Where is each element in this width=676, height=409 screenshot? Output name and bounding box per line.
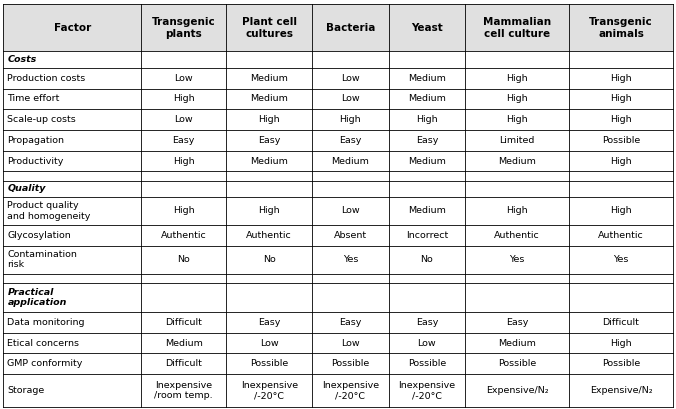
Text: Incorrect: Incorrect bbox=[406, 231, 448, 240]
Text: Possible: Possible bbox=[602, 360, 640, 369]
Text: High: High bbox=[258, 115, 280, 124]
Text: Propagation: Propagation bbox=[7, 136, 64, 145]
Text: Possible: Possible bbox=[250, 360, 289, 369]
Text: Transgenic
animals: Transgenic animals bbox=[589, 17, 653, 38]
Text: Medium: Medium bbox=[250, 157, 288, 166]
Text: Medium: Medium bbox=[408, 74, 445, 83]
Text: Easy: Easy bbox=[258, 318, 281, 327]
Text: Data monitoring: Data monitoring bbox=[7, 318, 85, 327]
Text: High: High bbox=[610, 207, 632, 216]
Text: Production costs: Production costs bbox=[7, 74, 86, 83]
Text: Medium: Medium bbox=[498, 157, 536, 166]
Text: Yes: Yes bbox=[343, 255, 358, 264]
Text: Easy: Easy bbox=[416, 318, 438, 327]
Text: Yeast: Yeast bbox=[411, 23, 443, 33]
Text: Mammalian
cell culture: Mammalian cell culture bbox=[483, 17, 551, 38]
Text: High: High bbox=[173, 157, 195, 166]
Text: Plant cell
cultures: Plant cell cultures bbox=[242, 17, 297, 38]
Text: Easy: Easy bbox=[416, 136, 438, 145]
Text: Authentic: Authentic bbox=[161, 231, 207, 240]
Text: High: High bbox=[506, 74, 528, 83]
Text: Contamination
risk: Contamination risk bbox=[7, 250, 77, 270]
Text: Authentic: Authentic bbox=[246, 231, 292, 240]
Text: Medium: Medium bbox=[498, 339, 536, 348]
Text: Authentic: Authentic bbox=[598, 231, 644, 240]
Text: Limited: Limited bbox=[500, 136, 535, 145]
Text: Low: Low bbox=[341, 74, 360, 83]
Text: High: High bbox=[506, 115, 528, 124]
Text: Low: Low bbox=[341, 207, 360, 216]
Text: Difficult: Difficult bbox=[165, 360, 202, 369]
Text: Easy: Easy bbox=[258, 136, 281, 145]
Text: Difficult: Difficult bbox=[602, 318, 639, 327]
Text: Time effort: Time effort bbox=[7, 94, 59, 103]
Text: Inexpensive
/-20°C: Inexpensive /-20°C bbox=[241, 381, 298, 400]
Text: Productivity: Productivity bbox=[7, 157, 64, 166]
Text: Inexpensive
/room temp.: Inexpensive /room temp. bbox=[154, 381, 213, 400]
Text: Low: Low bbox=[174, 115, 193, 124]
Text: Low: Low bbox=[174, 74, 193, 83]
Text: Low: Low bbox=[260, 339, 279, 348]
Text: High: High bbox=[416, 115, 437, 124]
Text: Possible: Possible bbox=[408, 360, 446, 369]
Text: Product quality
and homogeneity: Product quality and homogeneity bbox=[7, 201, 91, 221]
Text: Absent: Absent bbox=[334, 231, 367, 240]
Bar bbox=[3, 4, 673, 52]
Text: High: High bbox=[258, 207, 280, 216]
Text: Medium: Medium bbox=[165, 339, 203, 348]
Text: Inexpensive
/-20°C: Inexpensive /-20°C bbox=[398, 381, 456, 400]
Text: Costs: Costs bbox=[7, 55, 37, 64]
Text: Authentic: Authentic bbox=[494, 231, 540, 240]
Text: Medium: Medium bbox=[408, 157, 445, 166]
Text: Easy: Easy bbox=[172, 136, 195, 145]
Text: Medium: Medium bbox=[331, 157, 369, 166]
Text: No: No bbox=[177, 255, 190, 264]
Text: Easy: Easy bbox=[506, 318, 529, 327]
Text: Low: Low bbox=[341, 339, 360, 348]
Text: Medium: Medium bbox=[408, 94, 445, 103]
Text: No: No bbox=[420, 255, 433, 264]
Text: Quality: Quality bbox=[7, 184, 46, 193]
Text: Factor: Factor bbox=[53, 23, 91, 33]
Text: Bacteria: Bacteria bbox=[326, 23, 375, 33]
Text: High: High bbox=[610, 157, 632, 166]
Text: Etical concerns: Etical concerns bbox=[7, 339, 80, 348]
Text: Yes: Yes bbox=[613, 255, 629, 264]
Text: High: High bbox=[506, 94, 528, 103]
Text: High: High bbox=[339, 115, 361, 124]
Text: Expensive/N₂: Expensive/N₂ bbox=[589, 386, 652, 395]
Text: GMP conformity: GMP conformity bbox=[7, 360, 83, 369]
Text: Glycosylation: Glycosylation bbox=[7, 231, 71, 240]
Text: No: No bbox=[263, 255, 276, 264]
Text: Possible: Possible bbox=[602, 136, 640, 145]
Text: Medium: Medium bbox=[250, 74, 288, 83]
Text: High: High bbox=[610, 339, 632, 348]
Text: Practical
application: Practical application bbox=[7, 288, 67, 307]
Text: High: High bbox=[610, 74, 632, 83]
Text: Medium: Medium bbox=[250, 94, 288, 103]
Text: Easy: Easy bbox=[339, 318, 362, 327]
Text: Low: Low bbox=[341, 94, 360, 103]
Text: Expensive/N₂: Expensive/N₂ bbox=[486, 386, 548, 395]
Text: High: High bbox=[506, 207, 528, 216]
Text: Difficult: Difficult bbox=[165, 318, 202, 327]
Text: Possible: Possible bbox=[498, 360, 536, 369]
Text: High: High bbox=[610, 94, 632, 103]
Text: Low: Low bbox=[418, 339, 436, 348]
Text: High: High bbox=[610, 115, 632, 124]
Text: Possible: Possible bbox=[331, 360, 369, 369]
Text: Medium: Medium bbox=[408, 207, 445, 216]
Text: High: High bbox=[173, 207, 195, 216]
Text: Easy: Easy bbox=[339, 136, 362, 145]
Text: Storage: Storage bbox=[7, 386, 45, 395]
Text: Transgenic
plants: Transgenic plants bbox=[152, 17, 216, 38]
Text: Inexpensive
/-20°C: Inexpensive /-20°C bbox=[322, 381, 379, 400]
Text: Yes: Yes bbox=[510, 255, 525, 264]
Text: Scale-up costs: Scale-up costs bbox=[7, 115, 76, 124]
Text: High: High bbox=[173, 94, 195, 103]
